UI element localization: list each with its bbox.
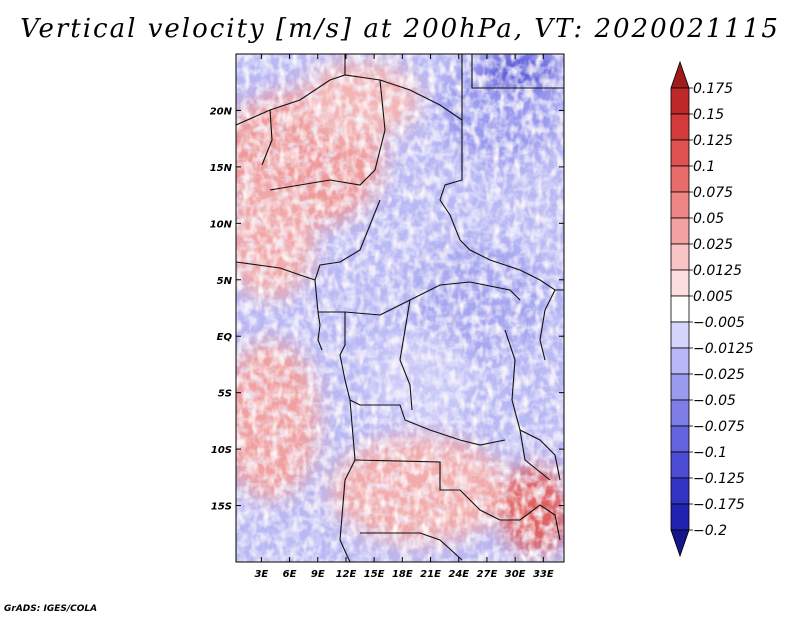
colorbar-bin — [670, 321, 690, 349]
x-tick-label: 24E — [448, 569, 469, 580]
colorbar-label: −0.2 — [693, 523, 727, 539]
y-tick-label: 5N — [217, 276, 233, 287]
colorbar-label: −0.125 — [693, 471, 745, 487]
grads-credit: GrADS: IGES/COLA — [4, 604, 98, 614]
colorbar-bin — [670, 243, 690, 271]
x-tick-label: 27E — [477, 569, 498, 580]
y-tick-label: 10S — [211, 445, 232, 456]
colorbar-bin — [670, 165, 690, 193]
x-tick-label: 30E — [505, 569, 526, 580]
colorbar-label: −0.175 — [693, 497, 745, 513]
colorbar-bin — [670, 217, 690, 245]
x-axis: 3E 6E 9E 12E 15E 18E 21E 24E 27E 30E 33E — [254, 54, 554, 580]
colorbar-label: 0.075 — [693, 185, 733, 201]
colorbar-label: 0.1 — [693, 159, 715, 175]
colorbar-label: 0.05 — [693, 211, 724, 227]
colorbar-bin — [670, 425, 690, 453]
colorbar-bin — [670, 451, 690, 479]
colorbar-label: −0.0125 — [693, 341, 754, 357]
colorbar-bin — [670, 347, 690, 375]
colorbar-label: −0.025 — [693, 367, 745, 383]
x-tick-label: 33E — [533, 569, 554, 580]
y-tick-label: 15S — [211, 502, 232, 513]
colorbar-bin — [670, 87, 690, 115]
colorbar-bin — [670, 399, 690, 427]
x-tick-label: 12E — [336, 569, 357, 580]
x-tick-label: 18E — [392, 569, 413, 580]
y-tick-label: 10N — [210, 219, 233, 230]
colorbar-bin — [670, 269, 690, 297]
country-borders — [236, 54, 564, 562]
x-tick-label: 15E — [364, 569, 385, 580]
colorbar-label: −0.05 — [693, 393, 736, 409]
colorbar-label: 0.175 — [693, 81, 733, 97]
colorbar-bin — [670, 139, 690, 167]
colorbar-label: 0.125 — [693, 133, 733, 149]
colorbar-label: 0.15 — [693, 107, 724, 123]
x-tick-label: 9E — [311, 569, 325, 580]
colorbar-bin — [670, 191, 690, 219]
colorbar-bin — [670, 373, 690, 401]
colorbar-label: −0.005 — [693, 315, 745, 331]
colorbar-bin — [670, 113, 690, 141]
chart-title: Vertical velocity [m/s] at 200hPa, VT: 2… — [20, 14, 780, 44]
colorbar-label: 0.025 — [693, 237, 733, 253]
colorbar-bin — [670, 503, 690, 531]
x-tick-label: 6E — [283, 569, 297, 580]
map-frame — [235, 53, 565, 563]
colorbar-label: −0.1 — [693, 445, 727, 461]
colorbar-bin — [670, 295, 690, 323]
y-tick-label: 20N — [210, 106, 233, 117]
y-axis: 20N 15N 10N 5N EQ 5S 10S 15S — [210, 106, 564, 513]
colorbar-bin — [670, 60, 690, 89]
velocity-field — [236, 54, 564, 562]
y-tick-label: 15N — [210, 163, 233, 174]
x-tick-label: 3E — [254, 569, 268, 580]
colorbar-bin — [670, 477, 690, 505]
colorbar-label: −0.075 — [693, 419, 745, 435]
y-tick-label: 5S — [218, 389, 232, 400]
colorbar: 0.175 0.15 0.125 0.1 0.075 0.05 0.025 0.0125 0.0… — [670, 60, 754, 558]
colorbar-label: 0.0125 — [693, 263, 742, 279]
y-tick-label: EQ — [217, 332, 233, 343]
colorbar-label: 0.005 — [693, 289, 733, 305]
colorbar-bin — [670, 529, 690, 558]
x-tick-label: 21E — [420, 569, 441, 580]
